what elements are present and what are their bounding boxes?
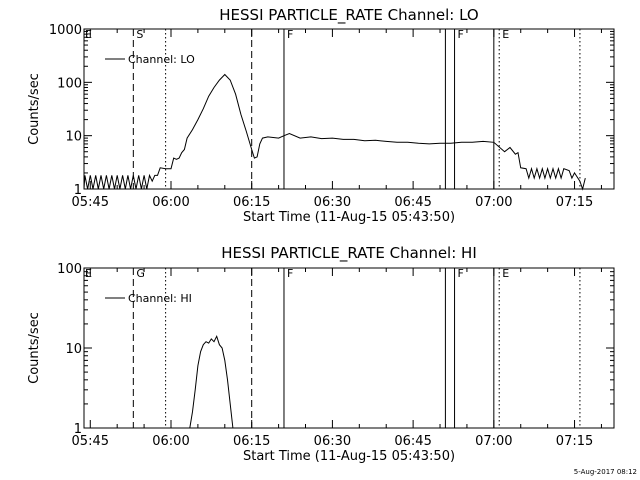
y-tick-label: 100 <box>57 262 82 277</box>
x-axis-label: Start Time (11-Aug-15 05:43:50) <box>243 210 455 225</box>
event-label: F <box>458 267 464 280</box>
event-label: F <box>287 28 293 41</box>
x-tick-label: 06:00 <box>152 434 189 449</box>
data-series-line <box>189 334 234 429</box>
x-tick-label: 06:45 <box>394 434 431 449</box>
event-label: E <box>502 28 509 41</box>
y-tick-label: 10 <box>65 342 82 357</box>
chart-title: HESSI PARTICLE_RATE Channel: LO <box>219 6 478 25</box>
x-tick-label: 06:30 <box>314 434 351 449</box>
plot-frame <box>83 28 615 190</box>
edge-event-label: E <box>85 267 92 280</box>
x-tick-label: 07:00 <box>475 434 512 449</box>
data-series-line <box>83 73 586 191</box>
legend-label: Channel: HI <box>128 292 192 305</box>
event-label: E <box>502 267 509 280</box>
edge-event-label: E <box>85 28 92 41</box>
x-tick-label: 07:15 <box>556 434 593 449</box>
x-tick-label: 07:15 <box>556 195 593 210</box>
x-tick-label: 06:45 <box>394 195 431 210</box>
y-tick-label: 100 <box>57 76 82 91</box>
y-tick-label: 1000 <box>49 23 82 38</box>
panel-lo: HESSI PARTICLE_RATE Channel: LO 05:45 06:0… <box>27 6 615 225</box>
x-tick-label: 06:00 <box>152 195 189 210</box>
event-label: S <box>136 28 143 41</box>
y-tick-label: 10 <box>65 130 82 145</box>
y-tick-label: 1 <box>74 183 82 198</box>
y-axis-label: Counts/sec <box>27 73 42 145</box>
legend-label: Channel: LO <box>128 53 195 66</box>
event-label: F <box>458 28 464 41</box>
event-label: F <box>287 267 293 280</box>
x-tick-label: 05:45 <box>72 195 109 210</box>
y-axis-label: Counts/sec <box>27 312 42 384</box>
x-tick-label: 06:15 <box>233 195 270 210</box>
panel-hi: HESSI PARTICLE_RATE Channel: HI 05:45 06:0… <box>27 244 615 464</box>
x-tick-label: 05:45 <box>72 434 109 449</box>
chart-title: HESSI PARTICLE_RATE Channel: HI <box>221 244 477 263</box>
x-tick-label: 07:00 <box>475 195 512 210</box>
y-tick-label: 1 <box>74 422 82 437</box>
x-axis-label: Start Time (11-Aug-15 05:43:50) <box>243 449 455 464</box>
x-tick-label: 06:30 <box>314 195 351 210</box>
footer-timestamp: 5-Aug-2017 08:12 <box>574 468 637 476</box>
event-label: G <box>136 267 145 280</box>
x-tick-label: 06:15 <box>233 434 270 449</box>
